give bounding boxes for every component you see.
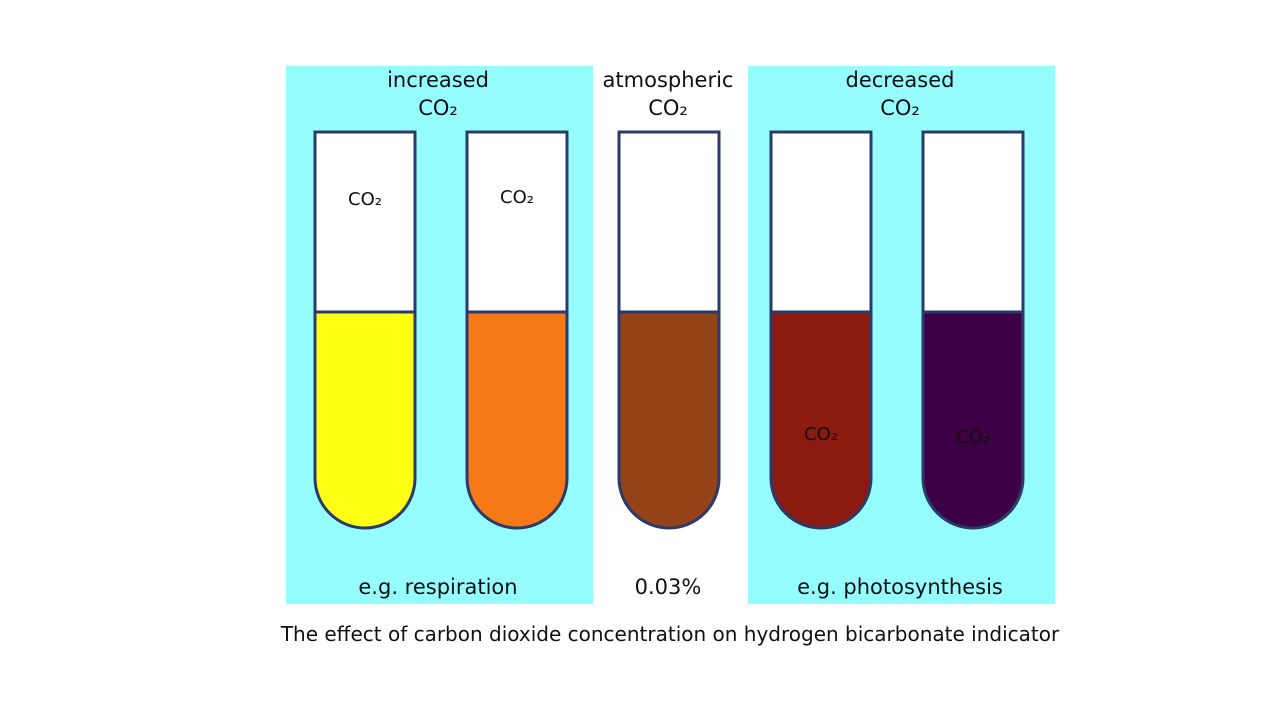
tube-liquid	[467, 312, 567, 528]
group-caption: e.g. respiration	[358, 575, 517, 599]
tube-liquid	[923, 312, 1023, 528]
tube-outline	[921, 130, 1025, 530]
tube-outline	[769, 130, 873, 530]
group-title: CO₂	[880, 96, 920, 120]
tube-outline	[313, 130, 417, 530]
caption: The effect of carbon dioxide concentrati…	[280, 622, 1060, 646]
tube-liquid	[315, 312, 415, 528]
tube-label: CO₂	[804, 424, 838, 445]
tube-liquid	[619, 312, 719, 528]
tube-label: CO₂	[956, 427, 990, 448]
tube-liquid	[771, 312, 871, 528]
group-title: increased	[387, 68, 489, 92]
group-caption: 0.03%	[635, 575, 702, 599]
tube-outline	[617, 130, 721, 530]
tube-outline	[465, 130, 569, 530]
group-title: CO₂	[418, 96, 458, 120]
group-title: atmospheric	[603, 68, 734, 92]
group-title: decreased	[846, 68, 955, 92]
tube-label: CO₂	[348, 189, 382, 210]
group-caption: e.g. photosynthesis	[797, 575, 1003, 599]
tube-label: CO₂	[500, 187, 534, 208]
group-title: CO₂	[648, 96, 688, 120]
